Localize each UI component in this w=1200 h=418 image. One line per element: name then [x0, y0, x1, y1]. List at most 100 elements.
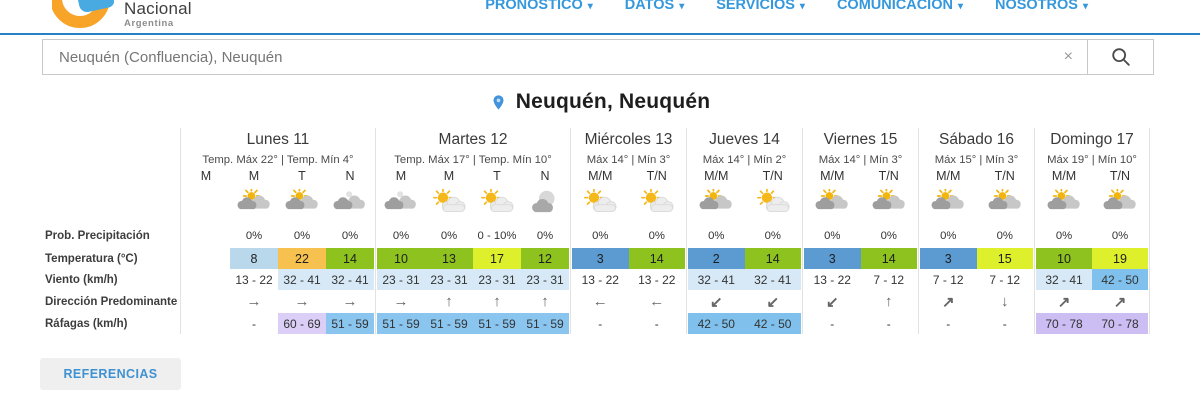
wind-row-cell: 23 - 31: [473, 269, 521, 290]
wind-row: 13 - 22 32 - 41 32 - 41: [182, 269, 374, 290]
day-max-min: Temp. Máx 17° | Temp. Mín 10°: [394, 153, 552, 166]
wind-row-cell: 23 - 31: [521, 269, 569, 290]
wind-row-cell: 7 - 12: [932, 272, 964, 287]
weather-icons-row: [182, 184, 374, 224]
wind-direction-row-cell: ↗: [1036, 290, 1092, 313]
weather-icons-row-cell: [326, 184, 374, 224]
weather-icons-row: [572, 184, 685, 224]
temperature-row-cell: 15: [976, 248, 1033, 269]
wind-row: 13 - 22 13 - 22: [572, 269, 685, 290]
precipitation-row-cell: 0%: [940, 230, 957, 242]
gusts-row-cell: -: [946, 316, 951, 331]
gusts-row-cell: -: [886, 316, 891, 331]
location-pin-icon: [493, 94, 504, 110]
wind-direction-row-cell: ↗: [920, 290, 977, 313]
nav-underline: [0, 33, 1200, 35]
wind-row: 13 - 22 7 - 12: [804, 269, 917, 290]
gusts-row-cell: 51 - 59: [473, 313, 521, 334]
wind-row-cell: 42 - 50: [1092, 269, 1148, 290]
wind-direction-arrow: ↑: [541, 293, 549, 310]
nav-item-label: COMUNICACIÓN: [836, 0, 953, 13]
weather-icons-row-cell: [745, 184, 802, 224]
nav-item-comunicacion[interactable]: COMUNICACIÓN ▾: [837, 0, 963, 13]
wind-direction-arrow: ↗: [1057, 293, 1071, 311]
logo-text: Nacional Argentina: [124, 0, 192, 29]
precipitation-row-cell: [182, 224, 230, 248]
sun-behind-clouds-icon: [870, 186, 908, 220]
smn-logo[interactable]: Nacional Argentina: [52, 0, 192, 32]
moon-behind-cloud-icon: [526, 189, 564, 220]
weather-icons-row-cell: [377, 184, 425, 224]
temperature-row-cell: 8: [230, 248, 278, 269]
sun-behind-clouds-icon: [813, 186, 851, 220]
precipitation-row-cell: 0%: [880, 230, 897, 242]
wind-direction-row-cell: →: [230, 290, 278, 313]
chevron-down-icon: ▾: [679, 0, 685, 12]
wind-direction-row: ↗ ↗: [1036, 290, 1148, 313]
weather-icons-row-cell: [278, 184, 326, 224]
period-column-label: M/M: [588, 168, 613, 183]
gusts-row: --: [920, 313, 1033, 334]
wind-direction-arrow: ↗: [941, 293, 955, 311]
sun-and-cloud-icon: [754, 187, 792, 220]
day-group-miercoles-13: Miércoles 13 Máx 14° | Mín 3° M/M T/N 0% 0% 3 1…: [570, 128, 686, 334]
period-column-label: M/M: [820, 168, 845, 183]
gusts-row-cell: -: [830, 316, 835, 331]
weather-icons-row: [1036, 184, 1148, 224]
gusts-row-cell: 51 - 59: [326, 313, 374, 334]
wind-row-cell: 32 - 41: [278, 269, 326, 290]
search-button[interactable]: [1087, 39, 1154, 75]
location-title: Neuquén, Neuquén: [515, 90, 711, 113]
precipitation-row-cell: 0%: [293, 230, 311, 242]
period-column-label: M: [395, 168, 407, 183]
nav-item-servicios[interactable]: SERVICIOS ▾: [716, 0, 805, 13]
day-max-min: Máx 15° | Mín 3°: [934, 153, 1019, 166]
chevron-down-icon: ▾: [1082, 0, 1088, 12]
precipitation-row: 0% 0%: [688, 224, 801, 248]
precipitation-row-cell: 0%: [536, 230, 554, 242]
day-name: Lunes 11: [246, 131, 310, 148]
precipitation-row-cell: 0%: [1055, 230, 1073, 242]
weather-icons-row-cell: [230, 184, 278, 224]
nav-item-datos[interactable]: DATOS ▾: [625, 0, 684, 13]
wind-direction-arrow: ↓: [1001, 293, 1009, 310]
wind-direction-arrow: ←: [649, 293, 665, 310]
chevron-down-icon: ▾: [587, 0, 593, 12]
wind-row-cell: 7 - 12: [873, 272, 905, 287]
weather-icons-row-cell: [804, 184, 861, 224]
wind-row-cell: 32 - 41: [326, 269, 374, 290]
wind-direction-arrow: →: [342, 293, 358, 310]
wind-direction-row-cell: ↙: [688, 290, 745, 313]
nav-item-nosotros[interactable]: NOSOTROS ▾: [995, 0, 1088, 13]
gusts-row: 51 - 59 51 - 59 51 - 59 51 - 59: [377, 313, 569, 334]
weather-icons-row: [377, 184, 569, 224]
day-max-min: Máx 19° | Mín 10°: [1047, 153, 1137, 166]
wind-direction-arrow: ↑: [885, 293, 893, 310]
period-column-label: N: [345, 168, 355, 183]
nav-item-label: SERVICIOS: [716, 0, 795, 13]
wind-direction-row-cell: ↓: [977, 290, 1034, 313]
temperature-row-cell: 10: [1036, 248, 1092, 269]
row-labels-column: Prob. Precipitación Temperatura (°C) Vient…: [45, 128, 180, 334]
wind-direction-row: ↙ ↑: [804, 290, 917, 313]
wind-direction-row-cell: ↑: [425, 290, 473, 313]
referencias-button[interactable]: REFERENCIAS: [40, 358, 181, 390]
nav-item-pronostico[interactable]: PRONÓSTICO ▾: [485, 0, 593, 13]
wind-direction-row-cell: ↙: [804, 290, 861, 313]
period-column-label: T: [298, 168, 306, 183]
temperature-row-cell: 3: [920, 248, 977, 269]
wind-direction-arrow: →: [246, 293, 262, 310]
search-input[interactable]: [43, 40, 1087, 74]
row-label: Dirección Predominante: [45, 295, 178, 308]
wind-row-cell: 23 - 31: [425, 269, 473, 290]
gusts-row-cell: 42 - 50: [744, 313, 801, 334]
day-group-martes-12: Martes 12 Temp. Máx 17° | Temp. Mín 10° M M…: [375, 128, 570, 334]
weather-icons-row-cell: [977, 184, 1034, 224]
precipitation-row-cell: 0%: [392, 230, 410, 242]
clear-search-icon[interactable]: ×: [1063, 48, 1073, 65]
temperature-row: 2 14: [688, 248, 801, 269]
temperature-row-cell: 3: [804, 248, 861, 269]
gusts-row-cell: 51 - 59: [377, 313, 425, 334]
wind-row-cell: 7 - 12: [989, 272, 1021, 287]
weather-icons-row-cell: [688, 184, 745, 224]
